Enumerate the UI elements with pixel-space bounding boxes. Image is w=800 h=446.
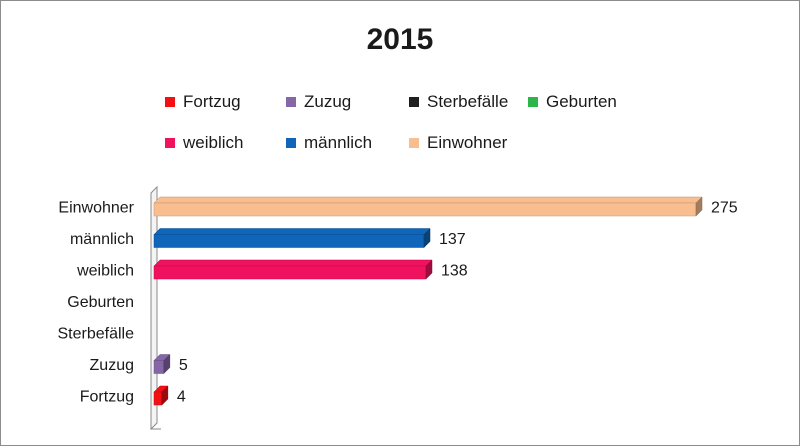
legend-item-geburten: Geburten [528, 92, 617, 112]
legend-label-zuzug: Zuzug [304, 92, 352, 111]
bar-side-face [425, 259, 433, 280]
bar-cat-6 [153, 385, 169, 406]
legend-label-maennlich: männlich [304, 133, 373, 152]
legend-label-geburten: Geburten [546, 92, 617, 111]
bar-front-face [153, 234, 425, 248]
category-label-cat-3: Geburten [67, 294, 134, 311]
labels-layer: Einwohner 275 männlich 137 weiblich 138 Geburt… [58, 200, 738, 406]
legend-swatch-geburten [528, 97, 538, 107]
legend-label-einwohner: Einwohner [427, 133, 508, 152]
legend-swatch-einwohner [409, 138, 419, 148]
bar-front-face [153, 202, 697, 217]
legend-swatch-sterbefaelle [409, 97, 419, 107]
category-label-cat-6: Fortzug [80, 389, 134, 406]
value-label-cat-0: 275 [711, 200, 738, 217]
value-label-cat-5: 5 [179, 357, 188, 374]
legend-item-maennlich: männlich [286, 133, 372, 153]
bar-front-face [153, 391, 163, 406]
bar-side-face [695, 196, 703, 217]
bar-cat-2 [153, 259, 433, 280]
legend-swatch-fortzug [165, 97, 175, 107]
legend-item-zuzug: Zuzug [286, 92, 351, 112]
value-label-cat-2: 138 [441, 263, 468, 280]
legend-item-einwohner: Einwohner [409, 133, 507, 153]
chart-title: 2015 [366, 23, 434, 56]
legend-item-sterbefaelle: Sterbefälle [409, 92, 508, 112]
value-label-cat-6: 4 [177, 389, 186, 406]
bar-cat-1 [153, 227, 431, 249]
bar-cat-5 [153, 353, 171, 375]
legend-label-weiblich: weiblich [183, 133, 244, 152]
bar-side-face [163, 353, 171, 375]
legend-swatch-zuzug [286, 97, 296, 107]
legend-swatch-maennlich [286, 138, 296, 148]
bar-top-face [153, 259, 433, 267]
legend-item-weiblich: weiblich [165, 133, 243, 153]
bar-front-face [153, 360, 165, 374]
legend-label-sterbefaelle: Sterbefälle [427, 92, 509, 111]
category-label-cat-5: Zuzug [90, 357, 134, 374]
legend-item-fortzug: Fortzug [165, 92, 241, 112]
bar-side-face [423, 227, 431, 249]
bar-side-face [161, 385, 169, 406]
category-label-cat-0: Einwohner [58, 200, 134, 217]
legend-label-fortzug: Fortzug [183, 92, 241, 111]
bar-top-face [153, 196, 703, 204]
category-label-cat-4: Sterbefälle [58, 326, 135, 343]
value-label-cat-1: 137 [439, 231, 466, 248]
bar-top-face [153, 228, 431, 235]
bar-cat-0 [153, 196, 703, 217]
legend-swatch-weiblich [165, 138, 175, 148]
category-label-cat-2: weiblich [76, 263, 134, 280]
bar-front-face [153, 265, 427, 280]
bars-layer [153, 196, 703, 406]
category-label-cat-1: männlich [70, 231, 134, 248]
